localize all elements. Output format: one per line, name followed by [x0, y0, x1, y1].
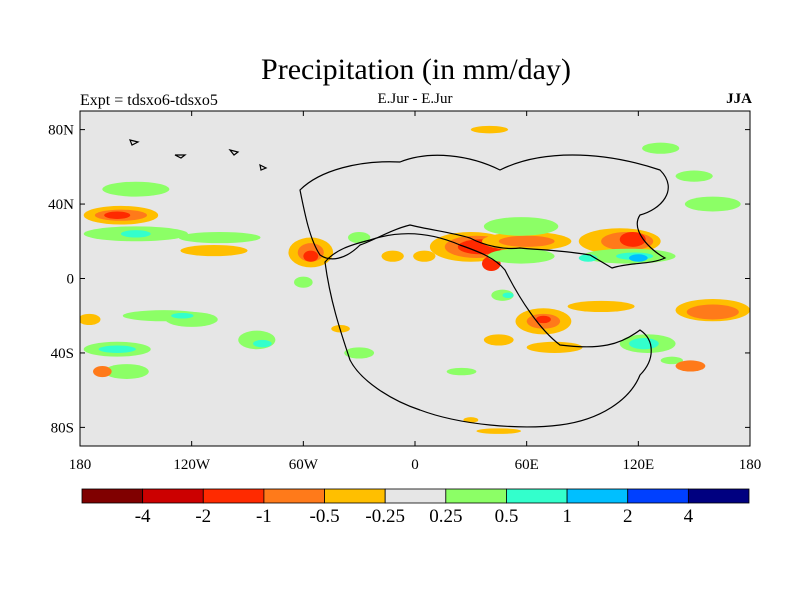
case-label: E.Jur - E.Jur	[377, 91, 453, 107]
experiment-label: Expt = tdsxo6-tdsxo5	[80, 92, 218, 109]
colorbar-swatch	[324, 488, 386, 504]
anomaly-region	[483, 217, 559, 236]
colorbar-swatch	[445, 488, 507, 504]
anomaly-region	[446, 367, 477, 376]
anomaly-region	[178, 231, 261, 244]
map-background	[80, 111, 750, 446]
anomaly-region	[171, 312, 194, 319]
y-tick-label: 40N	[48, 197, 74, 213]
colorbar-swatch	[687, 488, 750, 504]
anomaly-region	[498, 235, 555, 247]
coastline-laurasia	[299, 154, 669, 269]
colorbar-label: -2	[195, 506, 211, 527]
x-tick-label: 0	[411, 457, 419, 473]
y-tick-label: 0	[67, 272, 75, 288]
x-tick-label: 120W	[173, 457, 211, 473]
colorbar-label: -1	[256, 506, 272, 527]
colorbar-swatch	[81, 488, 144, 504]
colorbar-label: 4	[684, 506, 694, 527]
anomaly-region	[629, 338, 659, 350]
paleo-coastlines	[129, 139, 669, 428]
coastline-gondwana	[324, 233, 652, 428]
coastline-arctic-islands	[129, 139, 268, 171]
anomaly-fields	[80, 125, 750, 434]
anomaly-region	[502, 292, 514, 299]
colorbar-swatch	[627, 488, 689, 504]
anomaly-region	[660, 356, 683, 365]
anomaly-region	[381, 250, 404, 262]
anomaly-region	[686, 304, 739, 320]
colorbar-label: 1	[562, 506, 572, 527]
colorbar-label: 0.25	[429, 506, 462, 527]
colorbar-swatch	[384, 488, 447, 504]
anomaly-region	[348, 231, 371, 244]
colorbar-label: -0.25	[365, 506, 405, 527]
anomaly-region	[344, 347, 375, 359]
y-tick-label: 80N	[48, 123, 74, 139]
anomaly-region	[253, 339, 272, 348]
colorbar: -4 -2 -1 -0.5 -0.25 0.25 0.5 1 2 4	[81, 488, 750, 527]
colorbar-swatch	[202, 488, 265, 504]
anomaly-region	[476, 428, 522, 434]
anomaly-region	[487, 248, 555, 264]
anomaly-region	[567, 300, 635, 312]
colorbar-label: -0.5	[310, 506, 340, 527]
anomaly-region	[294, 276, 313, 288]
anomaly-region	[303, 250, 319, 262]
anomaly-region	[642, 142, 680, 154]
anomaly-region	[104, 211, 131, 219]
colorbar-label: -4	[135, 506, 151, 527]
anomaly-region	[98, 345, 136, 353]
anomaly-region	[483, 334, 514, 346]
anomaly-region	[413, 250, 436, 262]
anomaly-region	[80, 313, 101, 326]
anomaly-region	[675, 360, 706, 372]
y-tick-label: 40S	[51, 346, 74, 362]
x-tick-label: 60W	[289, 457, 319, 473]
anomaly-region	[684, 196, 741, 212]
y-tick-label: 80S	[51, 420, 74, 436]
anomaly-region	[463, 417, 479, 423]
x-tick-label: 180	[739, 457, 762, 473]
anomaly-region	[535, 315, 551, 324]
map-title: Precipitation (in mm/day)	[261, 53, 571, 86]
colorbar-swatch	[142, 488, 204, 504]
anomaly-region	[526, 341, 583, 353]
season-label: JJA	[726, 91, 752, 107]
anomaly-region	[93, 365, 112, 378]
map-axes: 180 120W 60W 0 60E 120E 180 80N 40N 0 40S 80S	[48, 111, 761, 473]
colorbar-swatch	[263, 488, 325, 504]
anomaly-region	[629, 254, 648, 262]
anomaly-region	[619, 231, 646, 247]
anomaly-region	[470, 125, 509, 134]
colorbar-label: 2	[623, 506, 633, 527]
anomaly-region	[675, 170, 713, 182]
x-tick-label: 120E	[622, 457, 654, 473]
anomaly-region	[102, 181, 170, 197]
colorbar-label: 0.5	[495, 506, 519, 527]
anomaly-region	[120, 230, 151, 238]
x-tick-label: 180	[69, 457, 92, 473]
anomaly-region	[180, 245, 248, 257]
anomaly-region	[104, 364, 149, 379]
x-tick-label: 60E	[515, 457, 539, 473]
colorbar-swatch	[566, 488, 629, 504]
colorbar-swatch	[506, 488, 568, 504]
